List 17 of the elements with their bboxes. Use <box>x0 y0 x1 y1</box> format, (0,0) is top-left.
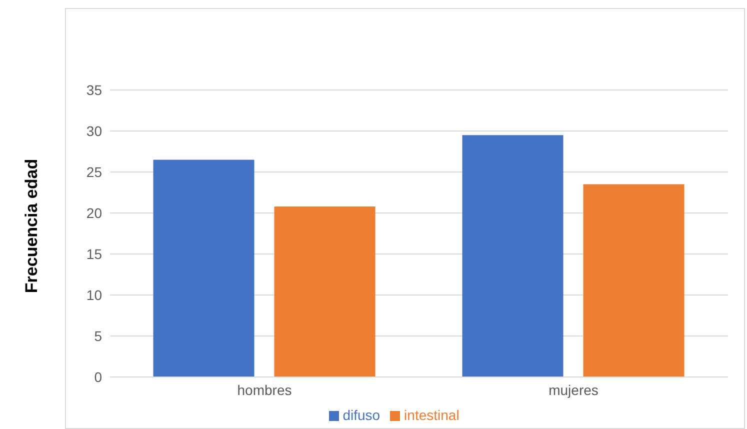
y-tick-label: 10 <box>86 286 102 303</box>
x-tick-label: hombres <box>237 382 292 398</box>
y-tick-label: 0 <box>94 368 102 385</box>
x-tick-label: mujeres <box>548 382 598 398</box>
y-tick-label: 25 <box>86 164 102 180</box>
y-tick-label: 20 <box>86 204 102 221</box>
y-tick-label: 35 <box>86 82 102 98</box>
bar <box>462 135 564 377</box>
bar <box>153 160 254 377</box>
y-axis-title: Frecuencia edad <box>22 158 42 294</box>
bar <box>583 184 684 377</box>
legend-label: intestinal <box>404 407 460 423</box>
legend-label: difuso <box>342 407 380 423</box>
bar <box>274 206 376 377</box>
y-tick-label: 15 <box>86 246 102 262</box>
y-tick-label: 5 <box>94 328 102 344</box>
y-tick-label: 30 <box>86 122 102 139</box>
